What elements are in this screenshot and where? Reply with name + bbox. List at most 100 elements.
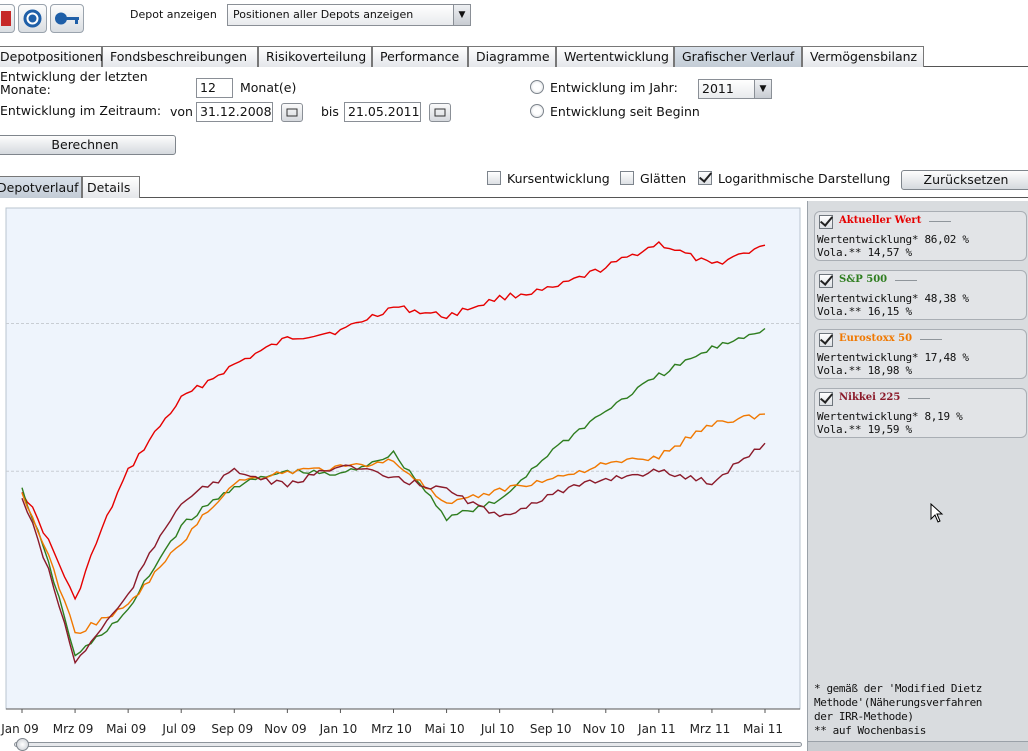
legend-performance: Wertentwicklung* 17,48 % [817,351,969,364]
legend-series-name: S&P 500 [839,274,888,285]
tab-risikoverteilung[interactable]: Risikoverteilung [258,46,372,67]
chevron-down-icon[interactable]: ▼ [754,80,771,98]
legend-volatility: Vola.** 14,57 % [817,246,912,259]
series-line [21,241,766,601]
tab-depotpositionen[interactable]: Depotpositionen [0,46,103,67]
reset-button[interactable]: Zurücksetzen [901,170,1028,190]
months-input[interactable]: 12 [196,78,233,98]
year-select-value: 2011 [702,81,734,96]
from-label: von [170,104,193,119]
tab-label: Diagramme [476,49,550,64]
legend-series-checkbox[interactable] [819,392,833,406]
footnote-line: der IRR-Methode) [814,710,914,723]
legend-performance: Wertentwicklung* 86,02 % [817,233,969,246]
x-tick-label: Mrz 09 [53,722,94,736]
tab-diagramme[interactable]: Diagramme [468,46,556,67]
tab-label: Depotpositionen [0,49,103,64]
x-tick-label: Mai 10 [425,722,465,736]
tab-label: Grafischer Verlauf [682,49,795,64]
months-unit-label: Monat(e) [240,80,297,95]
x-tick-label: Mai 11 [743,722,783,736]
tab-depotverlauf[interactable]: Depotverlauf [0,176,82,198]
legend-series-checkbox[interactable] [819,274,833,288]
legend-series-name: Nikkei 225 [839,392,901,403]
plot-background [5,207,801,710]
key-icon[interactable] [50,4,84,33]
legend-series-checkbox[interactable] [819,333,833,347]
legend-divider [908,398,930,399]
legend-divider [920,339,942,340]
tab-label: Wertentwicklung [564,49,669,64]
footnote-line: ** auf Wochenbasis [814,724,927,737]
tab-label: Fondsbeschreibungen [110,49,248,64]
x-tick-label: Mai 09 [106,722,146,736]
legend-series-name: Eurostoxx 50 [839,333,913,344]
tab-label: Details [87,180,131,195]
legend-volatility: Vola.** 19,59 % [817,423,912,436]
calendar-icon[interactable] [429,103,451,122]
sub-tab-bar: Depotverlauf Details [0,176,1028,198]
line-chart: Jan 09 Mrz 09 Mai 09 Jul 09 Sep 09 Nov 09 Jan … [0,207,801,736]
legend-volatility: Vola.** 18,98 % [817,364,912,377]
footnote-line: * gemäß der 'Modified Dietz [814,682,983,695]
x-tick-label: Jan 09 [0,722,39,736]
legend-item: Nikkei 225 Wertentwicklung* 8,19 % Vola.**… [814,388,1027,438]
tab-wertentwicklung[interactable]: Wertentwicklung [556,46,674,67]
range-slider-handle[interactable] [16,738,29,751]
main-tab-bar: Depotpositionen Fondsbeschreibungen Risi… [0,46,1028,67]
depot-select[interactable]: Positionen aller Depots anzeigen ▼ [227,4,471,26]
glaetten-checkbox[interactable] [620,171,634,185]
calendar-icon[interactable] [281,103,303,122]
toolbar: Depot anzeigen Positionen aller Depots a… [0,0,1028,40]
footnote-line: Methode'(Näherungsverfahren [814,696,983,709]
chevron-down-icon[interactable]: ▼ [453,5,470,25]
legend-panel: Aktueller Wert Wertentwicklung* 86,02 % Vo… [807,201,1028,751]
tab-label: Risikoverteilung [266,49,367,64]
legend-performance: Wertentwicklung* 48,38 % [817,292,969,305]
series-line [21,413,766,635]
x-tick-label: Jul 09 [161,722,196,736]
year-label: Entwicklung im Jahr: [550,80,678,95]
x-tick-label: Mrz 11 [690,722,731,736]
depot-label: Depot anzeigen [130,8,217,21]
legend-volatility: Vola.** 16,15 % [817,305,912,318]
legend-scrollbar[interactable] [808,741,1028,751]
since-start-radio[interactable] [530,104,544,118]
chart-area: Jan 09 Mrz 09 Mai 09 Jul 09 Sep 09 Nov 09 Jan … [0,201,805,751]
legend-divider [895,280,917,281]
depot-select-value: Positionen aller Depots anzeigen [233,8,414,21]
tab-performance[interactable]: Performance [372,46,468,67]
year-radio[interactable] [530,80,544,94]
tab-fondsbeschreibungen[interactable]: Fondsbeschreibungen [102,46,258,67]
pdf-icon[interactable] [0,4,15,33]
kurs-checkbox[interactable] [487,171,501,185]
log-label: Logarithmische Darstellung [718,171,891,186]
to-label: bis [321,104,339,119]
kurs-label: Kursentwicklung [507,171,610,186]
series-line [21,442,766,665]
x-tick-label: Jul 10 [480,722,515,736]
range-slider-track[interactable] [14,742,802,747]
legend-divider [929,221,951,222]
tab-vermoegensbilanz[interactable]: Vermögensbilanz [802,46,924,67]
from-date-input[interactable]: 31.12.2008 [196,102,273,122]
since-start-label: Entwicklung seit Beginn [550,104,700,119]
tab-label: Depotverlauf [0,180,79,195]
tab-grafischer-verlauf[interactable]: Grafischer Verlauf [674,46,802,67]
calculate-button[interactable]: Berechnen [0,135,176,155]
months-label: Entwicklung der letzten Monate: [0,70,148,97]
tab-details[interactable]: Details [82,176,140,198]
x-tick-label: Mrz 10 [371,722,412,736]
year-select[interactable]: 2011 ▼ [698,79,772,99]
x-tick-label: Jan 10 [319,722,358,736]
log-checkbox[interactable] [698,171,712,185]
legend-item: Aktueller Wert Wertentwicklung* 86,02 % Vo… [814,211,1027,261]
tab-label: Vermögensbilanz [810,49,918,64]
x-tick-label: Sep 10 [530,722,572,736]
footnote: * gemäß der 'Modified Dietz Methode'(Näh… [814,682,1024,738]
to-date-input[interactable]: 21.05.2011 [344,102,421,122]
refresh-icon[interactable] [18,4,47,33]
legend-item: S&P 500 Wertentwicklung* 48,38 % Vola.** 1… [814,270,1027,320]
x-tick-label: Nov 10 [583,722,626,736]
legend-series-checkbox[interactable] [819,215,833,229]
